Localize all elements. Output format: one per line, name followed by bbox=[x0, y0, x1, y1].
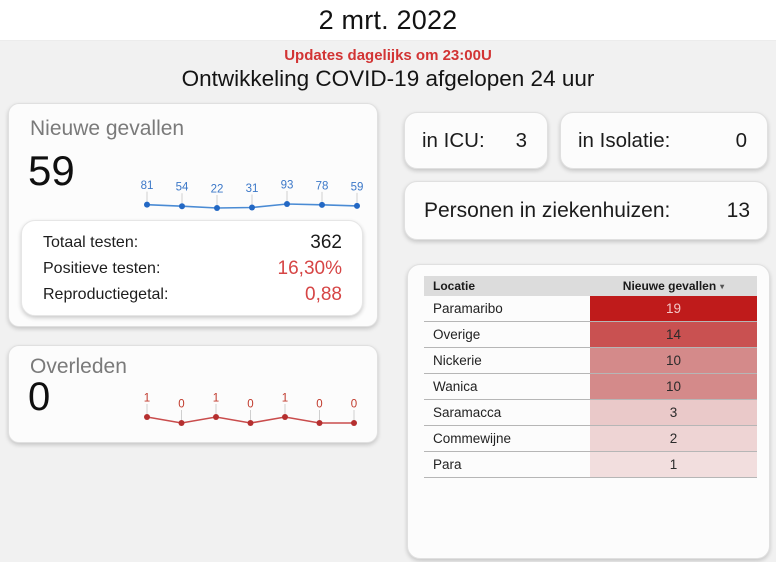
svg-text:0: 0 bbox=[351, 399, 357, 411]
new-cases-sparkline: 81 54 22 31 93 78 59 bbox=[141, 180, 364, 211]
column-header-nieuwe-gevallen[interactable]: Nieuwe gevallen ▾ bbox=[622, 279, 725, 293]
testing-stats-card: Totaal testen: 362 Positieve testen: 16,… bbox=[21, 220, 363, 316]
value-cell: 14 bbox=[590, 322, 757, 347]
deaths-value: 0 bbox=[28, 375, 51, 419]
table-row: Paramaribo 19 bbox=[424, 296, 757, 322]
reproduction-value: 0,88 bbox=[305, 284, 342, 305]
stat-row-reproduction: Reproductiegetal: 0,88 bbox=[22, 282, 362, 308]
hospitalized-card: Personen in ziekenhuizen: 13 bbox=[404, 181, 768, 240]
table-row: Wanica 10 bbox=[424, 374, 757, 400]
sort-caret-icon: ▾ bbox=[720, 282, 725, 291]
svg-text:54: 54 bbox=[176, 182, 189, 194]
hospitalized-label: Personen in ziekenhuizen: bbox=[424, 198, 671, 222]
svg-text:0: 0 bbox=[178, 399, 184, 411]
svg-text:59: 59 bbox=[351, 181, 364, 193]
value-cell: 2 bbox=[590, 426, 757, 451]
svg-text:31: 31 bbox=[246, 183, 259, 195]
location-cell: Nickerie bbox=[433, 353, 482, 368]
svg-text:1: 1 bbox=[282, 393, 288, 405]
locations-table-card: Locatie Nieuwe gevallen ▾ Paramaribo 19 Ove… bbox=[407, 264, 770, 559]
value-cell: 3 bbox=[590, 400, 757, 425]
total-tests-value: 362 bbox=[310, 232, 342, 253]
icu-card: in ICU: 3 bbox=[404, 112, 548, 169]
svg-text:1: 1 bbox=[144, 393, 150, 405]
value-cell: 1 bbox=[590, 452, 757, 477]
svg-text:0: 0 bbox=[316, 399, 322, 411]
deaths-title: Overleden bbox=[30, 355, 127, 378]
stat-row-positive-tests: Positieve testen: 16,30% bbox=[22, 256, 362, 282]
icu-value: 3 bbox=[515, 128, 527, 152]
new-cases-value: 59 bbox=[28, 147, 75, 194]
svg-text:81: 81 bbox=[141, 180, 154, 192]
svg-text:93: 93 bbox=[281, 180, 294, 192]
table-row: Overige 14 bbox=[424, 322, 757, 348]
page-title: Ontwikkeling COVID-19 afgelopen 24 uur bbox=[181, 66, 595, 91]
svg-text:1: 1 bbox=[213, 393, 219, 405]
column-header-locatie[interactable]: Locatie bbox=[433, 279, 476, 293]
svg-text:0: 0 bbox=[247, 399, 253, 411]
positive-tests-label: Positieve testen: bbox=[43, 260, 161, 277]
location-cell: Para bbox=[433, 457, 462, 472]
hospitalized-value: 13 bbox=[726, 198, 750, 222]
locations-table: Locatie Nieuwe gevallen ▾ Paramaribo 19 Ove… bbox=[424, 276, 757, 478]
location-cell: Wanica bbox=[433, 379, 478, 394]
date-title: 2 mrt. 2022 bbox=[318, 4, 458, 35]
table-row: Nickerie 10 bbox=[424, 348, 757, 374]
stat-row-total-tests: Totaal testen: 362 bbox=[22, 230, 362, 256]
table-row: Commewijne 2 bbox=[424, 426, 757, 452]
isolation-card: in Isolatie: 0 bbox=[560, 112, 768, 169]
svg-text:22: 22 bbox=[211, 184, 224, 196]
isolation-value: 0 bbox=[735, 128, 747, 152]
deaths-card: Overleden 0 1 0 1 0 1 0 0 bbox=[8, 345, 378, 443]
table-row: Para 1 bbox=[424, 452, 757, 478]
location-cell: Overige bbox=[433, 327, 481, 342]
positive-tests-value: 16,30% bbox=[277, 258, 342, 279]
table-header-row: Locatie Nieuwe gevallen ▾ bbox=[424, 276, 757, 296]
deaths-sparkline: 1 0 1 0 1 0 0 bbox=[144, 393, 357, 426]
table-row: Saramacca 3 bbox=[424, 400, 757, 426]
location-cell: Saramacca bbox=[433, 405, 502, 420]
new-cases-title: Nieuwe gevallen bbox=[30, 117, 185, 140]
new-cases-card: Nieuwe gevallen 59 81 54 22 31 93 78 59 Totaal… bbox=[8, 103, 378, 327]
table-body: Paramaribo 19 Overige 14 Nickerie 10 Wanica 10 S… bbox=[424, 296, 757, 478]
value-cell: 10 bbox=[590, 374, 757, 399]
total-tests-label: Totaal testen: bbox=[43, 234, 139, 251]
top-bar: 2 mrt. 2022 bbox=[0, 0, 776, 41]
icu-label: in ICU: bbox=[422, 128, 485, 152]
location-cell: Commewijne bbox=[433, 431, 512, 446]
value-cell: 19 bbox=[590, 296, 757, 321]
location-cell: Paramaribo bbox=[433, 301, 503, 316]
updates-notice: Updates dagelijks om 23:00U bbox=[284, 47, 492, 64]
isolation-label: in Isolatie: bbox=[578, 128, 671, 152]
reproduction-label: Reproductiegetal: bbox=[43, 286, 169, 303]
value-cell: 10 bbox=[590, 348, 757, 373]
svg-text:78: 78 bbox=[316, 180, 329, 192]
